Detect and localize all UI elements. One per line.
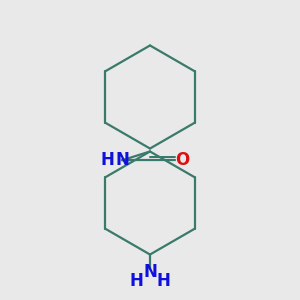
Text: O: O [175, 151, 190, 169]
Text: N: N [115, 151, 129, 169]
Text: H: H [101, 151, 115, 169]
Text: H: H [130, 272, 144, 290]
Text: H: H [156, 272, 170, 290]
Text: N: N [143, 263, 157, 281]
